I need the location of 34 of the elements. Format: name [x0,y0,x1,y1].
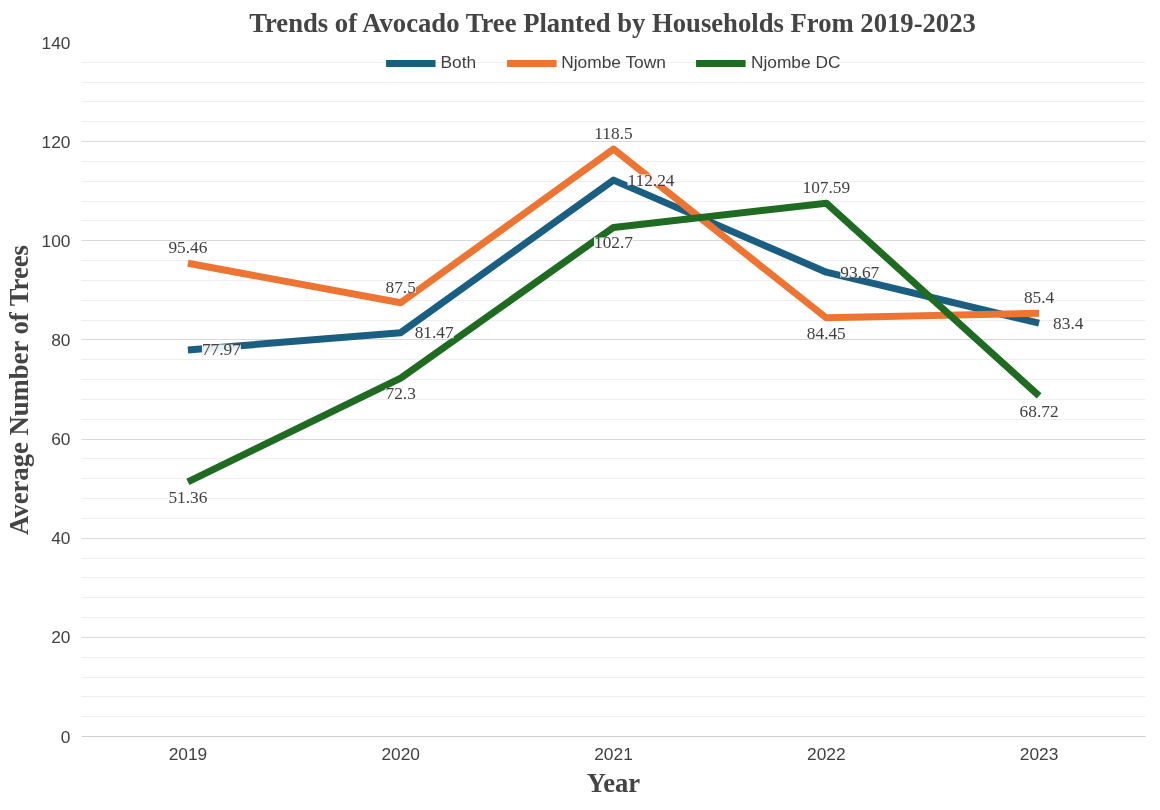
y-axis-title: Average Number of Trees [3,245,34,535]
data-label: 87.5 [385,277,416,297]
y-tick-label: 40 [51,528,71,549]
y-tick-label: 60 [51,429,71,450]
y-tick-label: 140 [41,32,71,53]
x-axis-title: Year [586,767,641,798]
y-tick-label: 100 [41,230,71,251]
y-tick-label: 120 [41,131,71,152]
x-tick-label: 2021 [594,743,633,764]
data-label: 95.46 [168,238,208,258]
y-tick-label: 0 [60,726,71,747]
data-label: 93.67 [840,262,880,282]
x-tick-label: 2019 [168,743,208,764]
data-label: 84.45 [806,323,846,343]
data-label: 68.72 [1019,401,1059,421]
data-label: 118.5 [594,124,633,144]
data-label: 85.4 [1023,288,1055,308]
x-tick-label: 2022 [807,743,846,764]
legend-label: Njombe Town [561,52,666,73]
data-label: 51.36 [168,487,208,507]
y-tick-label: 80 [51,329,71,350]
data-label: 83.4 [1053,313,1084,333]
x-tick-label: 2023 [1019,743,1059,764]
data-label: 77.97 [201,340,242,360]
legend-label: Both [440,52,477,73]
y-tick-label: 20 [51,627,71,648]
x-tick-label: 2020 [381,743,420,764]
data-label: 81.47 [414,323,455,343]
data-label: 112.24 [627,170,675,190]
chart-title: Trends of Avocado Tree Planted by Households From 2019-2023 [249,7,976,38]
data-label: 72.3 [385,384,416,404]
data-label: 107.59 [802,178,851,198]
legend-label: Njombe DC [750,52,841,73]
data-label: 102.7 [594,233,634,253]
